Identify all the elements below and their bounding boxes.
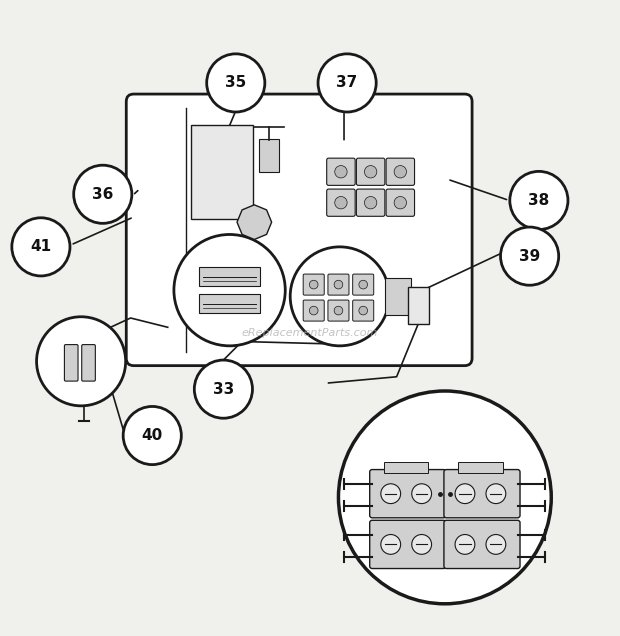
Text: 38: 38 bbox=[528, 193, 549, 208]
FancyBboxPatch shape bbox=[353, 300, 374, 321]
FancyBboxPatch shape bbox=[327, 189, 355, 216]
FancyBboxPatch shape bbox=[327, 158, 355, 185]
Circle shape bbox=[37, 317, 126, 406]
Circle shape bbox=[359, 280, 368, 289]
Circle shape bbox=[365, 165, 377, 178]
Circle shape bbox=[412, 534, 432, 555]
FancyBboxPatch shape bbox=[444, 469, 520, 518]
Circle shape bbox=[174, 235, 285, 346]
FancyBboxPatch shape bbox=[356, 189, 385, 216]
Circle shape bbox=[455, 534, 475, 555]
Circle shape bbox=[500, 227, 559, 285]
Text: 39: 39 bbox=[519, 249, 540, 264]
Polygon shape bbox=[237, 205, 272, 240]
Circle shape bbox=[510, 171, 568, 230]
FancyBboxPatch shape bbox=[199, 267, 260, 286]
FancyBboxPatch shape bbox=[190, 125, 253, 219]
Circle shape bbox=[335, 165, 347, 178]
Circle shape bbox=[206, 54, 265, 112]
Text: 35: 35 bbox=[225, 76, 246, 90]
FancyBboxPatch shape bbox=[458, 462, 503, 473]
Circle shape bbox=[381, 534, 401, 555]
FancyBboxPatch shape bbox=[199, 294, 260, 313]
FancyBboxPatch shape bbox=[384, 462, 428, 473]
Circle shape bbox=[309, 307, 318, 315]
FancyBboxPatch shape bbox=[385, 278, 411, 315]
FancyBboxPatch shape bbox=[126, 94, 472, 366]
FancyBboxPatch shape bbox=[370, 520, 446, 569]
Text: eReplacementParts.com: eReplacementParts.com bbox=[242, 328, 378, 338]
Circle shape bbox=[339, 391, 551, 604]
Text: 41: 41 bbox=[30, 239, 51, 254]
Circle shape bbox=[290, 247, 389, 346]
FancyBboxPatch shape bbox=[303, 300, 324, 321]
Circle shape bbox=[123, 406, 181, 465]
Circle shape bbox=[381, 484, 401, 504]
FancyBboxPatch shape bbox=[444, 520, 520, 569]
Circle shape bbox=[334, 307, 343, 315]
Text: 40: 40 bbox=[141, 428, 163, 443]
FancyBboxPatch shape bbox=[259, 139, 279, 172]
FancyBboxPatch shape bbox=[353, 274, 374, 295]
FancyBboxPatch shape bbox=[64, 345, 78, 381]
Circle shape bbox=[74, 165, 132, 223]
Circle shape bbox=[486, 484, 506, 504]
Circle shape bbox=[309, 280, 318, 289]
FancyBboxPatch shape bbox=[356, 158, 385, 185]
FancyBboxPatch shape bbox=[370, 469, 446, 518]
FancyBboxPatch shape bbox=[82, 345, 95, 381]
Circle shape bbox=[365, 197, 377, 209]
Circle shape bbox=[455, 484, 475, 504]
Circle shape bbox=[12, 218, 70, 276]
Circle shape bbox=[334, 280, 343, 289]
FancyBboxPatch shape bbox=[386, 189, 415, 216]
Circle shape bbox=[412, 484, 432, 504]
FancyBboxPatch shape bbox=[303, 274, 324, 295]
Circle shape bbox=[335, 197, 347, 209]
FancyBboxPatch shape bbox=[328, 274, 349, 295]
Circle shape bbox=[318, 54, 376, 112]
Circle shape bbox=[394, 165, 407, 178]
FancyBboxPatch shape bbox=[386, 158, 415, 185]
Circle shape bbox=[394, 197, 407, 209]
Text: 36: 36 bbox=[92, 187, 113, 202]
FancyBboxPatch shape bbox=[328, 300, 349, 321]
FancyBboxPatch shape bbox=[409, 287, 430, 324]
Text: 37: 37 bbox=[337, 76, 358, 90]
Circle shape bbox=[486, 534, 506, 555]
Circle shape bbox=[194, 360, 252, 418]
Circle shape bbox=[359, 307, 368, 315]
Text: 33: 33 bbox=[213, 382, 234, 397]
